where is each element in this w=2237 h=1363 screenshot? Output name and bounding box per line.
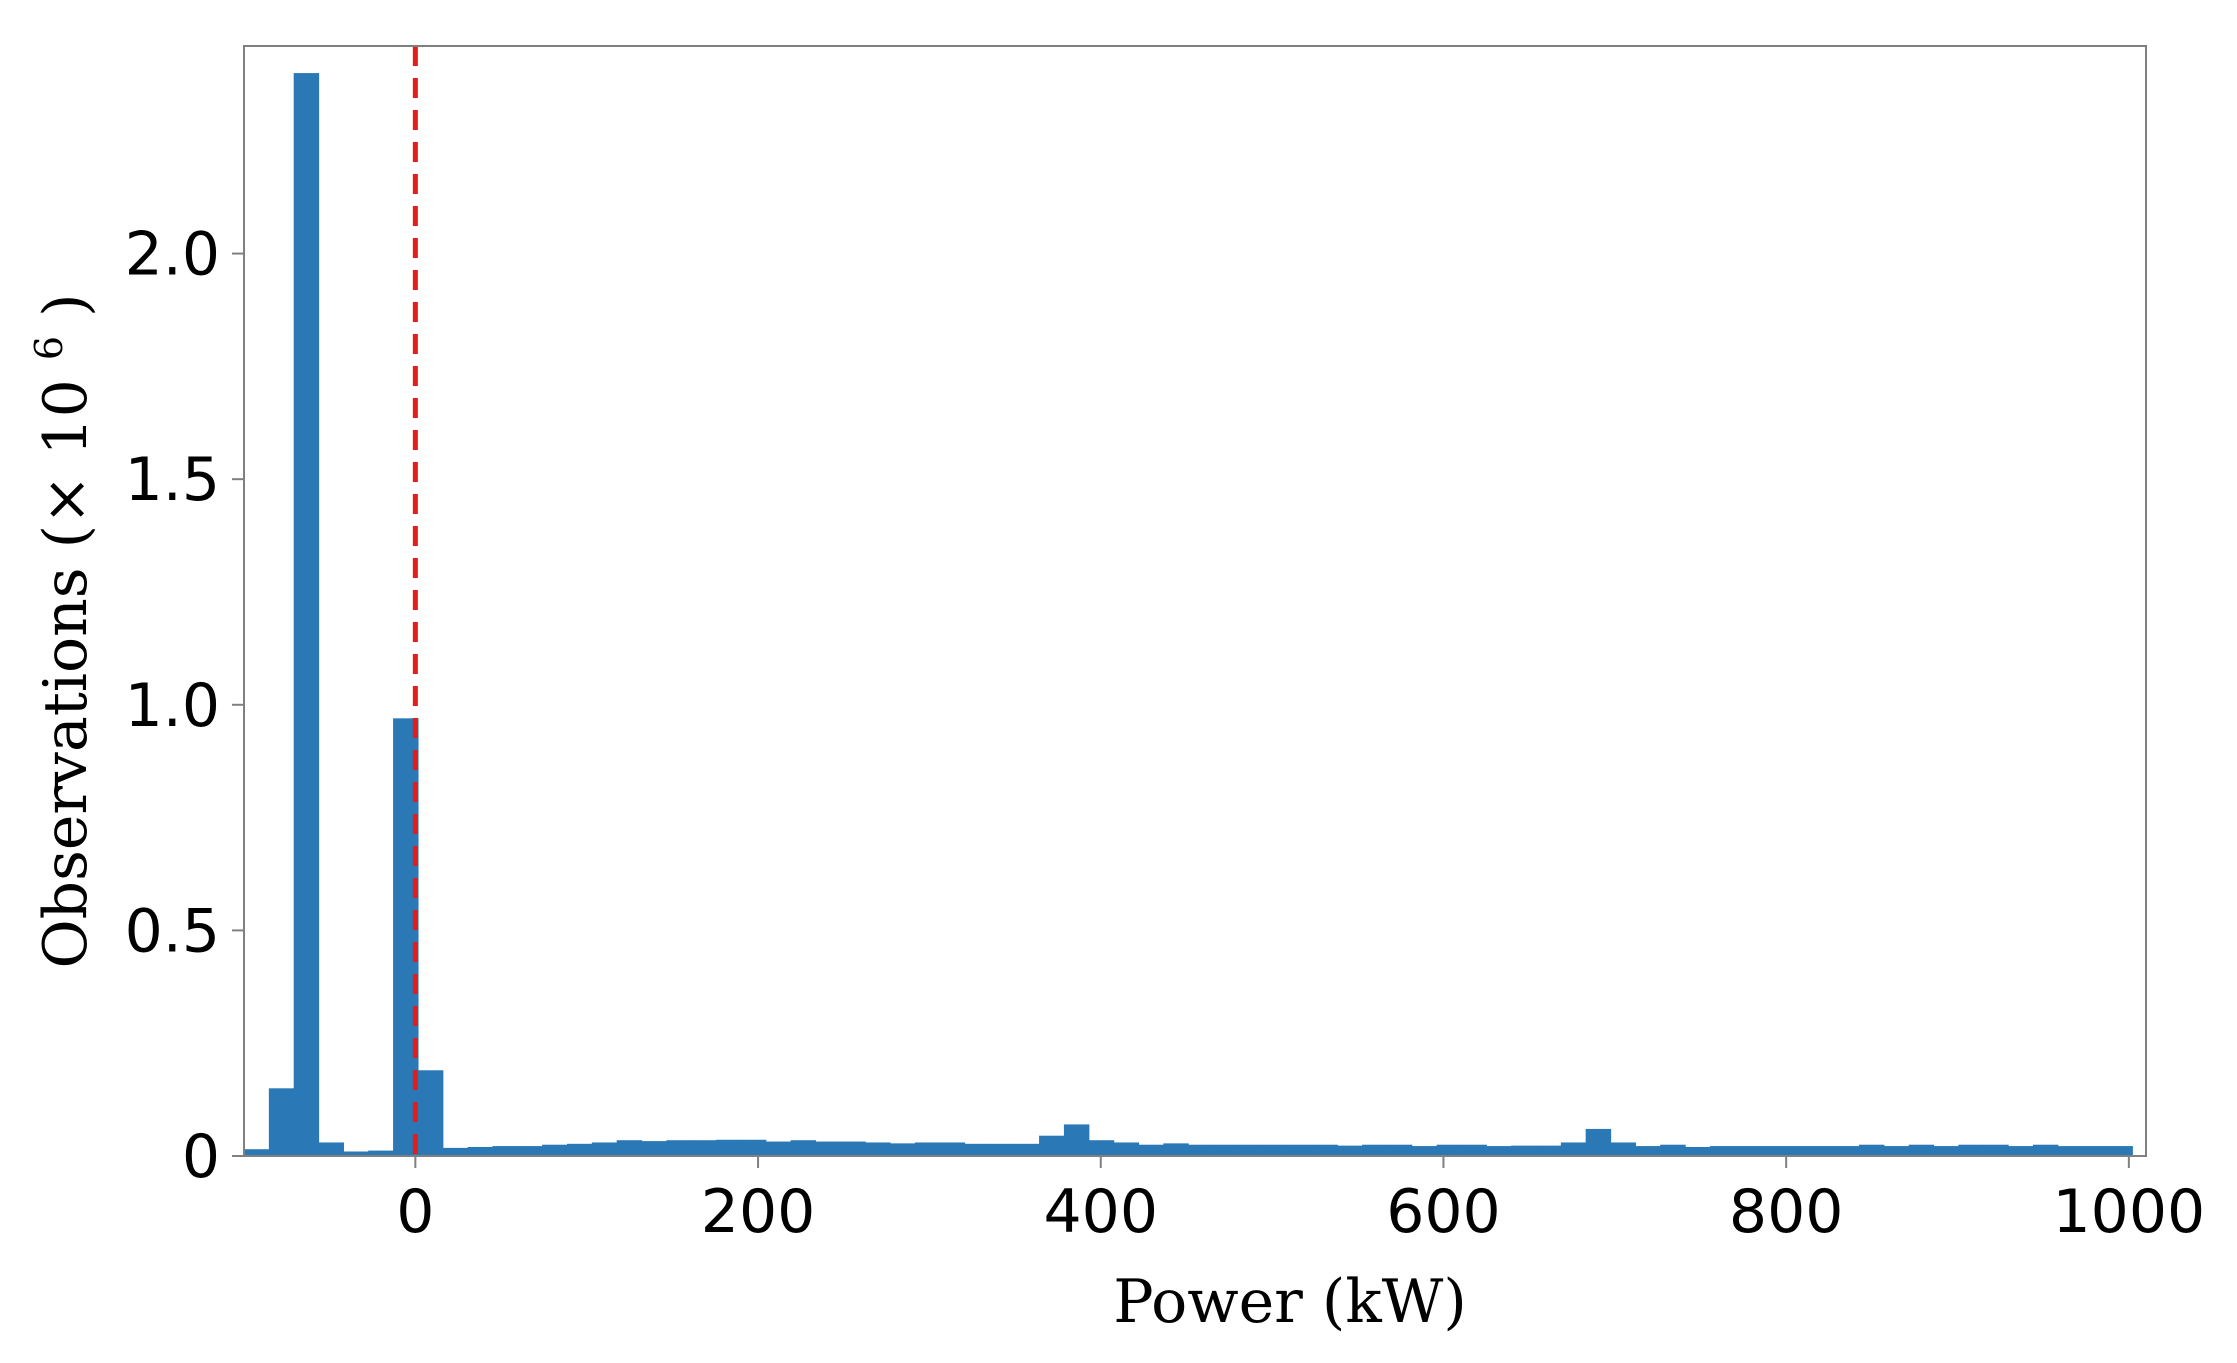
histogram-bar [2107, 1146, 2133, 1156]
histogram-bar [492, 1146, 518, 1156]
histogram-bar [2008, 1146, 2034, 1156]
histogram-bar [765, 1141, 792, 1156]
y-tick-label: 2.0 [125, 220, 220, 290]
histogram-bar [244, 1149, 270, 1156]
histogram-bar [1287, 1144, 1313, 1156]
histogram-bar [1262, 1144, 1289, 1156]
histogram-bar [1411, 1146, 1438, 1156]
x-axis-title: Power (kW) [1113, 1267, 1467, 1337]
histogram-bar [1635, 1146, 1661, 1156]
histogram-bar [691, 1140, 717, 1156]
histogram-bar [1908, 1144, 1935, 1156]
histogram-bar [1362, 1144, 1388, 1156]
histogram-bar [2057, 1146, 2084, 1156]
histogram-bar [1983, 1144, 2009, 1156]
histogram-bar [1063, 1124, 1090, 1156]
histogram-bar [1809, 1146, 1835, 1156]
histogram-bar [1958, 1144, 1984, 1156]
histogram-bar [1535, 1145, 1562, 1156]
y-axis-title-text: Observations (× 10 [31, 379, 101, 968]
histogram-bar [1709, 1146, 1736, 1156]
x-tick-label: 1000 [2053, 1177, 2206, 1247]
histogram-bar [2032, 1144, 2059, 1156]
histogram-bar [268, 1088, 295, 1156]
x-tick-label: 0 [396, 1177, 434, 1247]
histogram-bar [865, 1142, 891, 1156]
histogram-bar [1560, 1142, 1587, 1156]
x-axis-ticks: 0 200 400 600 800 1000 [396, 1156, 2205, 1247]
histogram-bar [1486, 1146, 1512, 1156]
histogram-bar [815, 1141, 841, 1156]
histogram-bar [517, 1146, 543, 1156]
histogram-bar [1660, 1144, 1686, 1156]
y-axis-title-exponent: 6 [27, 336, 71, 360]
histogram-bar [1610, 1142, 1636, 1156]
histogram-bar [343, 1151, 369, 1156]
y-tick-label: 0 [182, 1122, 220, 1192]
histogram-bar [716, 1139, 742, 1156]
histogram-bar [1312, 1144, 1338, 1156]
x-tick-label: 400 [1043, 1177, 1158, 1247]
histogram-bar [790, 1140, 817, 1156]
x-tick-label: 200 [701, 1177, 816, 1247]
histogram-bar [566, 1143, 593, 1156]
histogram-bar [939, 1142, 966, 1156]
x-tick-label: 600 [1386, 1177, 1501, 1247]
histogram-bar [442, 1147, 469, 1156]
histogram-bar [1685, 1146, 1711, 1156]
histogram-bar [914, 1142, 941, 1156]
histogram-bar [989, 1143, 1015, 1156]
histogram-bar [1337, 1145, 1363, 1156]
x-tick-label: 800 [1729, 1177, 1844, 1247]
histogram-bar [1585, 1128, 1612, 1156]
histogram-bar [417, 1070, 444, 1156]
histogram-bar [1784, 1146, 1810, 1156]
histogram-bar [2082, 1146, 2109, 1156]
histogram-bar [1436, 1144, 1463, 1156]
histogram-bar [293, 73, 320, 1157]
histogram-bar [840, 1141, 866, 1156]
bars-group [244, 73, 2133, 1157]
histogram-bar [1734, 1146, 1761, 1156]
y-tick-label: 1.5 [125, 445, 220, 515]
histogram-bar [1138, 1144, 1164, 1156]
histogram-bar [1834, 1146, 1860, 1156]
y-axis-ticks: 0 0.5 1.0 1.5 2.0 [125, 220, 244, 1192]
histogram-bar [641, 1141, 667, 1156]
histogram-bar [1163, 1143, 1189, 1156]
histogram-bar [1113, 1142, 1140, 1156]
histogram-bar [542, 1144, 568, 1156]
histogram-bar [666, 1140, 692, 1156]
histogram-bar [1933, 1146, 1959, 1156]
histogram-bar [591, 1142, 618, 1156]
histogram-bar [1039, 1135, 1065, 1156]
histogram-bar [964, 1143, 990, 1156]
y-tick-label: 1.0 [125, 671, 220, 741]
histogram-bar [1237, 1144, 1264, 1156]
histogram-bar [1188, 1144, 1214, 1156]
histogram-bar [889, 1143, 916, 1156]
histogram-bar [1212, 1144, 1239, 1156]
histogram-bar [368, 1150, 394, 1156]
y-tick-label: 0.5 [125, 896, 220, 966]
plot-area-frame [243, 45, 2147, 1157]
histogram-bar [467, 1146, 494, 1156]
histogram-bar [1858, 1144, 1885, 1156]
histogram-bar [1461, 1144, 1487, 1156]
histogram-bar [740, 1139, 767, 1156]
histogram-bar [1386, 1144, 1413, 1156]
y-axis-title: Observations (× 10 6 ) [7, 293, 101, 968]
histogram-bar [1883, 1146, 1910, 1156]
histogram-bar [1511, 1145, 1537, 1156]
histogram-bar [318, 1142, 344, 1156]
histogram-bar [616, 1140, 643, 1156]
y-axis-title-close: ) [31, 293, 101, 316]
histogram-bar [1088, 1140, 1115, 1156]
histogram-bar [1014, 1143, 1040, 1156]
histogram-bar [1759, 1146, 1786, 1156]
